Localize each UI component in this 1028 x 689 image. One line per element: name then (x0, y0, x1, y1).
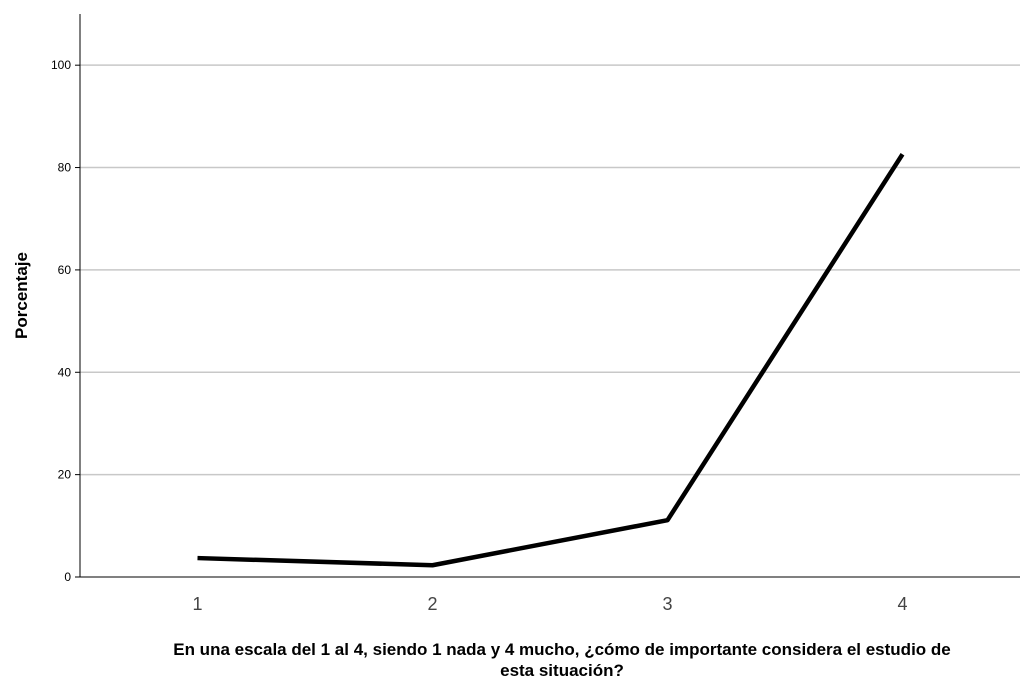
y-tick-label: 0 (64, 570, 71, 584)
x-tick-label: 1 (192, 594, 202, 614)
y-tick-label: 20 (58, 468, 72, 482)
x-axis-label-line-2: esta situación? (500, 661, 624, 680)
y-tick-label: 80 (58, 161, 72, 175)
series-line (197, 153, 905, 568)
y-tick-label: 60 (58, 263, 72, 277)
axes (79, 14, 1020, 578)
x-tick-label: 4 (897, 594, 907, 614)
y-axis-label: Porcentaje (12, 252, 31, 339)
x-tick-label: 2 (427, 594, 437, 614)
y-tick-labels: 0 20 40 60 80 100 (51, 58, 80, 584)
y-tick-label: 40 (58, 365, 72, 379)
y-tick-label: 100 (51, 58, 71, 72)
x-axis-label-line-1: En una escala del 1 al 4, siendo 1 nada … (173, 640, 951, 659)
gridlines (80, 64, 1020, 476)
x-tick-labels: 1 2 3 4 (192, 594, 907, 614)
series (197, 153, 905, 568)
x-tick-label: 3 (662, 594, 672, 614)
